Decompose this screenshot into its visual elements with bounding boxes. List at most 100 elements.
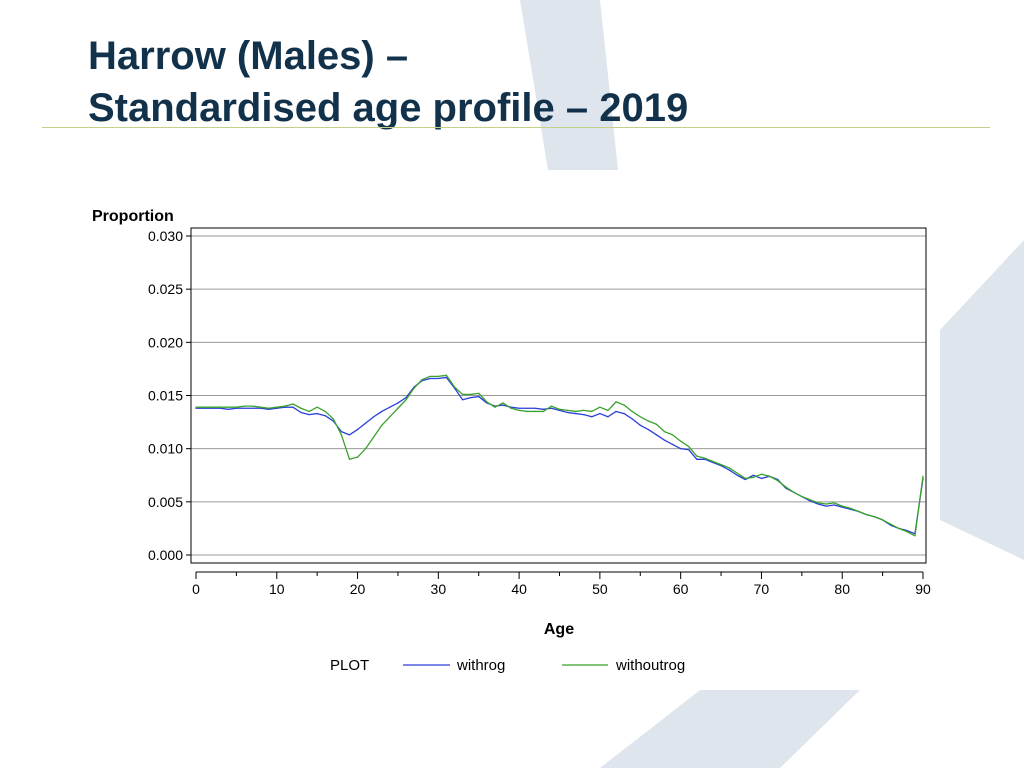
series-withoutrog-segment bbox=[300, 407, 310, 413]
series-withoutrog-segment bbox=[332, 418, 343, 436]
series-withrog-segment bbox=[461, 396, 472, 401]
y-tick-label: 0.015 bbox=[148, 388, 183, 404]
x-tick-label: 0 bbox=[192, 581, 200, 597]
series-withrog-segment bbox=[316, 412, 326, 417]
series-withoutrog-segment bbox=[510, 407, 520, 412]
series-withrog-segment bbox=[591, 412, 601, 418]
x-tick-label: 50 bbox=[592, 581, 608, 597]
legend-title: PLOT bbox=[330, 657, 369, 674]
series-withoutrog-segment bbox=[235, 405, 246, 408]
y-tick-label: 0.000 bbox=[148, 547, 183, 563]
series-withoutrog-segment bbox=[276, 405, 286, 408]
series-withoutrog-segment bbox=[712, 460, 722, 466]
series-withrog-segment bbox=[599, 412, 609, 418]
series-withrog-segment bbox=[453, 387, 464, 401]
series-withoutrog-segment bbox=[898, 527, 908, 533]
series-withrog-segment bbox=[276, 406, 286, 409]
series-withrog-segment bbox=[308, 412, 318, 416]
series-withrog-segment bbox=[364, 416, 375, 424]
series-withoutrog-segment bbox=[591, 406, 601, 413]
series-withrog-segment bbox=[373, 410, 383, 418]
y-tick-label: 0.025 bbox=[148, 281, 183, 297]
x-tick-label: 40 bbox=[511, 581, 527, 597]
series-withoutrog-segment bbox=[680, 440, 690, 448]
series-withoutrog-segment bbox=[720, 463, 730, 469]
x-tick-label: 80 bbox=[834, 581, 850, 597]
series-withrog-segment bbox=[219, 407, 229, 410]
x-tick-label: 90 bbox=[915, 581, 931, 597]
series-withoutrog-segment bbox=[817, 502, 827, 505]
series-withrog-segment bbox=[720, 465, 730, 471]
series-withrog-segment bbox=[615, 410, 625, 415]
series-withoutrog-segment bbox=[421, 375, 431, 381]
series-withoutrog-segment bbox=[785, 486, 795, 493]
series-withoutrog-segment bbox=[494, 402, 504, 408]
series-withoutrog-segment bbox=[599, 406, 609, 412]
series-withoutrog-segment bbox=[389, 407, 399, 418]
series-withrog-segment bbox=[833, 504, 843, 508]
series-withoutrog-segment bbox=[906, 530, 916, 537]
y-tick-label: 0.030 bbox=[148, 228, 183, 244]
series-withoutrog-segment bbox=[542, 405, 553, 413]
series-withoutrog-segment bbox=[413, 378, 423, 389]
series-withoutrog-segment bbox=[623, 404, 633, 413]
x-tick-label: 10 bbox=[269, 581, 285, 597]
decor-shape-right bbox=[940, 240, 1024, 768]
series-withrog-segment bbox=[227, 407, 238, 410]
x-tick-label: 30 bbox=[431, 581, 447, 597]
series-withrog-segment bbox=[356, 422, 367, 431]
series-withrog-segment bbox=[663, 439, 674, 446]
series-withoutrog-segment bbox=[696, 455, 706, 459]
x-tick-label: 20 bbox=[350, 581, 366, 597]
series-withoutrog-segment bbox=[364, 436, 375, 450]
series-withoutrog-segment bbox=[776, 479, 787, 488]
series-withrog-segment bbox=[841, 506, 851, 510]
series-withoutrog-segment bbox=[486, 401, 496, 408]
x-tick-label: 70 bbox=[754, 581, 770, 597]
x-tick-label: 60 bbox=[673, 581, 689, 597]
series-withrog-segment bbox=[671, 443, 682, 450]
series-withoutrog-segment bbox=[825, 502, 835, 505]
series-withoutrog-segment bbox=[736, 472, 746, 480]
series-withrog-segment bbox=[268, 407, 278, 410]
series-withoutrog-segment bbox=[704, 457, 714, 463]
series-withoutrog-segment bbox=[631, 410, 641, 418]
series-withrog-segment bbox=[760, 475, 771, 480]
y-tick-label: 0.005 bbox=[148, 494, 183, 510]
series-withoutrog-segment bbox=[768, 475, 779, 482]
series-withoutrog-segment bbox=[655, 423, 666, 433]
series-withrog-segment bbox=[397, 396, 407, 404]
series-withrog-segment bbox=[704, 458, 714, 464]
series-withoutrog-segment bbox=[663, 431, 674, 436]
series-withoutrog-segment bbox=[914, 475, 924, 537]
series-withoutrog-segment bbox=[453, 386, 464, 396]
series-withoutrog-segment bbox=[469, 392, 480, 396]
series-withrog-segment bbox=[558, 409, 569, 414]
title-line-2: Standardised age profile – 2019 bbox=[88, 86, 689, 130]
series-withrog-segment bbox=[607, 410, 617, 418]
series-withoutrog-segment bbox=[857, 510, 868, 516]
series-withrog-segment bbox=[292, 406, 302, 414]
series-withrog-segment bbox=[510, 406, 520, 409]
series-withrog-segment bbox=[566, 411, 577, 415]
y-tick-label: 0.010 bbox=[148, 441, 183, 457]
series-withrog-segment bbox=[534, 407, 544, 410]
series-withoutrog-segment bbox=[639, 416, 650, 422]
series-withoutrog-segment bbox=[647, 420, 658, 425]
series-withrog-segment bbox=[817, 503, 827, 507]
y-tick-label: 0.020 bbox=[148, 334, 183, 350]
series-withoutrog-segment bbox=[801, 495, 811, 501]
series-withoutrog-segment bbox=[566, 409, 577, 413]
series-withoutrog-segment bbox=[849, 507, 860, 513]
series-withrog-segment bbox=[688, 449, 698, 460]
series-withrog-segment bbox=[680, 448, 690, 451]
series-withoutrog-segment bbox=[865, 513, 876, 518]
series-withrog-segment bbox=[583, 413, 593, 418]
series-withoutrog-segment bbox=[890, 523, 900, 530]
series-withrog-segment bbox=[389, 402, 399, 408]
series-withrog-segment bbox=[639, 424, 650, 431]
series-withrog-segment bbox=[825, 504, 835, 507]
legend-label-withoutrog: withoutrog bbox=[615, 657, 685, 674]
series-withoutrog-segment bbox=[445, 374, 456, 388]
slide-title: Harrow (Males) – Standardised age profil… bbox=[88, 30, 688, 134]
